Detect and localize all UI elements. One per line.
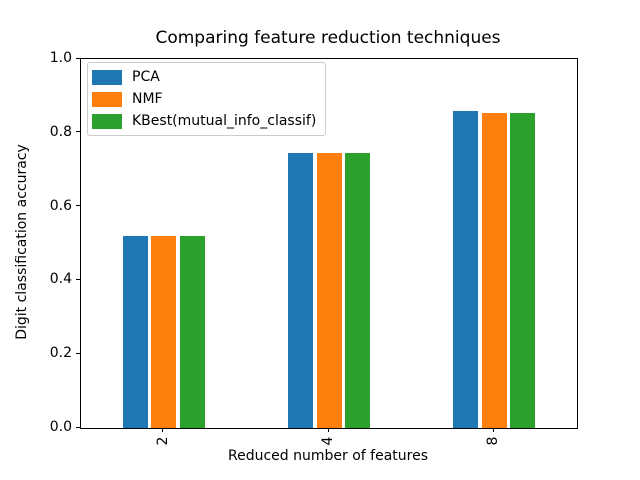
legend-label: NMF: [132, 91, 163, 107]
y-tick-mark: [76, 205, 80, 207]
legend-swatch-icon: [92, 69, 122, 85]
y-tick-mark: [76, 131, 80, 133]
bar-PCA-8: [453, 110, 479, 428]
y-tick-mark: [76, 278, 80, 280]
axes: PCA NMF KBest(mutual_info_classif): [80, 58, 578, 429]
bar-NMF-8: [481, 112, 507, 428]
legend-swatch-icon: [92, 91, 122, 107]
x-tick-label: 2: [154, 436, 171, 446]
y-tick-label: 0.2: [49, 345, 72, 362]
y-tick-label: 0.6: [49, 197, 72, 214]
y-tick-mark: [76, 426, 80, 428]
y-tick-label: 0.8: [49, 123, 72, 140]
legend-row: PCA: [92, 66, 316, 88]
legend-label: KBest(mutual_info_classif): [132, 113, 317, 129]
bar-NMF-2: [151, 236, 177, 428]
legend-row: NMF: [92, 88, 316, 110]
y-tick-mark: [76, 352, 80, 354]
bar-NMF-4: [316, 153, 342, 428]
bar-PCA-4: [287, 153, 313, 428]
x-tick-label: 4: [320, 436, 336, 446]
y-tick-label: 0.4: [49, 271, 72, 288]
bar-KBest(mutual_info_classif)-8: [510, 112, 536, 428]
legend-label: PCA: [132, 69, 160, 85]
x-tick-mark: [162, 428, 164, 432]
x-axis-label: Reduced number of features: [228, 448, 428, 464]
bar-PCA-2: [122, 236, 148, 428]
y-tick-label: 0.0: [49, 419, 72, 435]
x-tick-label: 8: [485, 436, 502, 446]
y-tick-label: 1.0: [49, 50, 72, 66]
y-axis-label: Digit classification accuracy: [14, 144, 30, 340]
legend: PCA NMF KBest(mutual_info_classif): [87, 62, 327, 136]
legend-row: KBest(mutual_info_classif): [92, 110, 316, 132]
y-tick-mark: [76, 57, 80, 59]
plot-title: Comparing feature reduction techniques: [155, 28, 501, 48]
x-tick-mark: [492, 428, 494, 432]
legend-swatch-icon: [92, 113, 122, 129]
bar-KBest(mutual_info_classif)-4: [345, 153, 371, 428]
x-tick-mark: [327, 428, 329, 432]
bar-KBest(mutual_info_classif)-2: [179, 236, 205, 428]
